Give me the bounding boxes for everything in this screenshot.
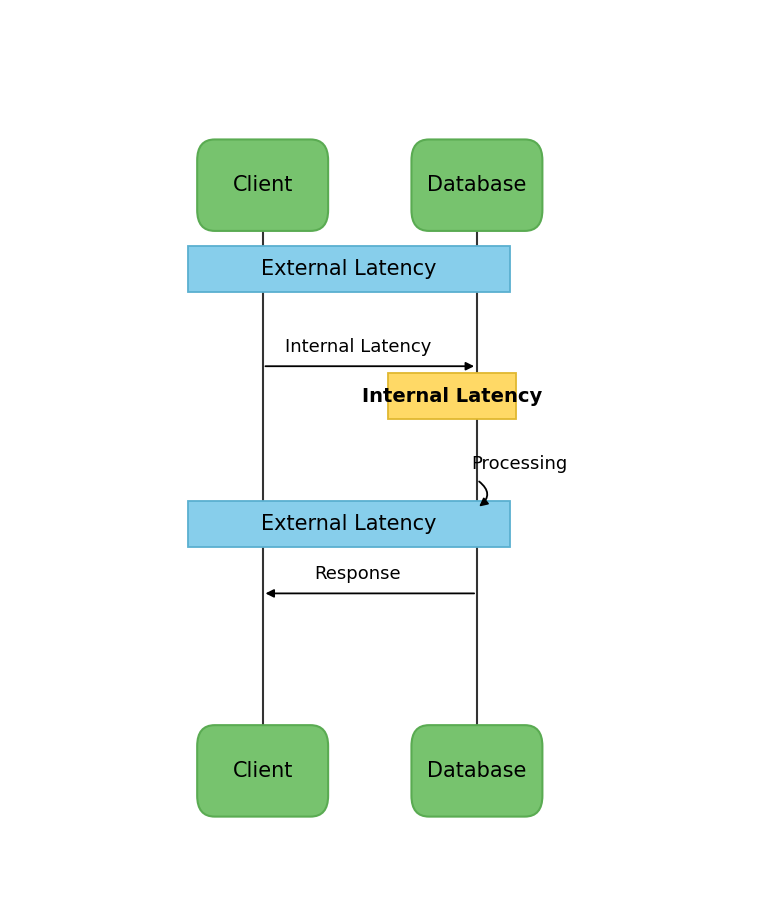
Bar: [188, 502, 510, 548]
FancyBboxPatch shape: [412, 139, 542, 230]
Text: Database: Database: [427, 175, 527, 195]
FancyBboxPatch shape: [197, 726, 328, 817]
Text: Internal Latency: Internal Latency: [285, 337, 431, 356]
Text: Database: Database: [427, 761, 527, 781]
Text: Response: Response: [315, 565, 401, 583]
FancyBboxPatch shape: [197, 139, 328, 230]
Bar: [388, 373, 515, 420]
Text: Client: Client: [233, 761, 293, 781]
Text: Internal Latency: Internal Latency: [362, 387, 541, 406]
Bar: [188, 245, 510, 291]
Text: Processing: Processing: [471, 455, 568, 473]
Text: External Latency: External Latency: [261, 514, 437, 534]
Text: External Latency: External Latency: [261, 258, 437, 278]
FancyBboxPatch shape: [412, 726, 542, 817]
Text: Client: Client: [233, 175, 293, 195]
